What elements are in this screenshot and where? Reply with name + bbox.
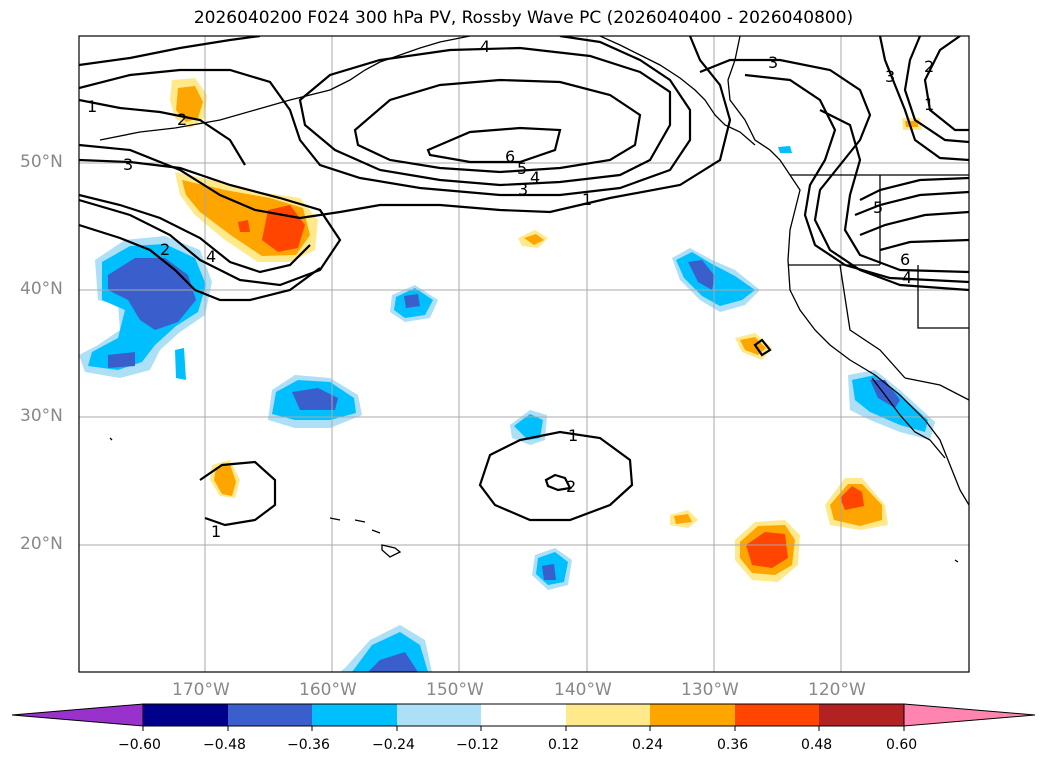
contour-label: 4: [902, 268, 912, 287]
colorbar-segment: [228, 704, 312, 726]
pv-contours: [79, 36, 969, 527]
colorbar-segment: [650, 704, 735, 726]
contour-label: 1: [87, 97, 97, 116]
contour-east-ne: [878, 36, 969, 162]
colorbar-tick-label: 0.60: [886, 737, 918, 753]
contour-east-3: [699, 58, 969, 292]
colorbar-tick-label: −0.24: [372, 737, 415, 753]
contour-3-outer: [79, 36, 692, 197]
colorbar-segment: [143, 704, 228, 726]
colorbar-segment: [481, 704, 566, 726]
contour-label: 3: [123, 155, 133, 174]
longitude-label: 120°W: [808, 680, 866, 700]
contour-label: 2: [177, 110, 187, 129]
colorbar: [11, 703, 1036, 731]
colorbar-tick-label: 0.48: [801, 737, 833, 753]
contour-label: 1: [924, 95, 934, 114]
contour-1-west-sub: [199, 460, 277, 527]
graticule: [79, 36, 969, 672]
contour-label: 4: [530, 168, 540, 187]
contour-label: 3: [885, 67, 895, 86]
contour-4-central: [298, 46, 672, 187]
contour-1-long: [79, 36, 732, 220]
contour-6-central: [426, 126, 562, 164]
colorbar-tick-label: −0.36: [287, 737, 330, 753]
contour-3-west: [79, 158, 342, 287]
colorbar-tick-label: −0.48: [203, 737, 246, 753]
longitude-label: 130°W: [681, 680, 739, 700]
longitude-label: 140°W: [554, 680, 612, 700]
colorbar-tick-label: −0.60: [118, 737, 161, 753]
latitude-label: 20°N: [20, 534, 63, 554]
longitude-label: 150°W: [426, 680, 484, 700]
longitude-label: 170°W: [172, 680, 230, 700]
contour-label: 5: [873, 198, 883, 217]
colorbar-extend-min: [11, 703, 144, 727]
colorbar-segment: [312, 704, 397, 726]
colorbar-tick-label: 0.24: [632, 737, 664, 753]
colorbar-tick-label: 0.12: [548, 737, 580, 753]
hawaii-islands: [329, 517, 402, 558]
contour-label: 3: [518, 180, 528, 199]
colorbar-extend-max: [903, 703, 1036, 727]
contour-2-low: [79, 223, 321, 302]
colorbar-tick-label: −0.12: [456, 737, 499, 753]
contour-2-west: [79, 98, 246, 166]
colorbar-segment: [819, 704, 904, 726]
contour-label: 1: [568, 426, 578, 445]
us-mexico-border: [904, 377, 969, 401]
map-title: 2026040200 F024 300 hPa PV, Rossby Wave …: [193, 8, 854, 28]
contour-label: 6: [900, 250, 910, 269]
contour-label: 4: [480, 37, 490, 56]
north-america-coast: [727, 36, 969, 506]
contour-label: 2: [566, 477, 576, 496]
alaska-coast: [99, 36, 471, 141]
contour-5-central: [353, 78, 642, 174]
baja-coast: [871, 377, 946, 459]
longitude-label: 160°W: [299, 680, 357, 700]
contour-2-subtropical: [544, 473, 572, 492]
shaded-anomalies: [79, 78, 935, 672]
colorbar-segment: [397, 704, 481, 726]
colorbar-segment: [566, 704, 650, 726]
latitude-label: 30°N: [20, 406, 63, 426]
contour-label: 3: [768, 53, 778, 72]
contour-label-group: 4 6 5 4 3 1 3 1 2 2 4 3 3 2 1 5 6 4 1 2 …: [87, 37, 934, 541]
contour-label: 5: [517, 159, 527, 178]
contour-label: 2: [160, 240, 170, 259]
colorbar-tick-label: 0.36: [717, 737, 749, 753]
contour-label: 1: [582, 190, 592, 209]
colorbar-segment: [735, 704, 819, 726]
contour-label: 4: [206, 247, 216, 266]
latitude-label: 40°N: [20, 279, 63, 299]
contour-label: 6: [505, 147, 515, 166]
contour-1-subtropical: [478, 430, 634, 522]
contour-4-west: [79, 193, 311, 274]
contour-label: 2: [924, 57, 934, 76]
map-frame: [78, 35, 970, 673]
contour-label: 1: [211, 522, 221, 541]
latitude-label: 50°N: [20, 152, 63, 172]
